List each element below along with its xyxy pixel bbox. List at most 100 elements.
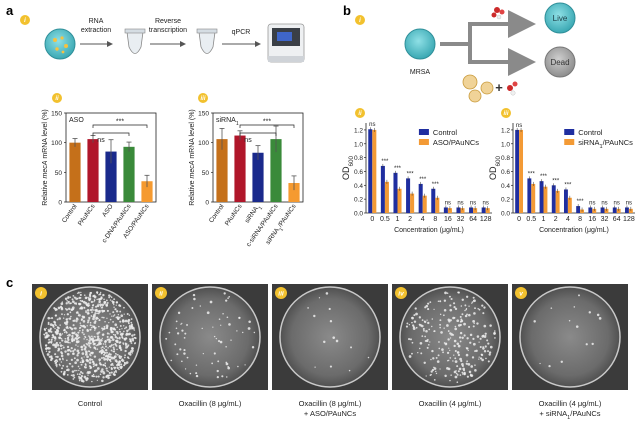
colony [67,297,69,299]
legend-swatch [418,129,429,135]
bar [87,139,99,202]
bar [69,142,81,202]
colony [45,344,47,347]
colony [195,372,198,375]
colony [108,358,111,362]
colony [450,297,453,301]
colony [128,357,130,360]
x-tick-label: 128 [623,216,635,223]
colony [113,314,116,316]
bar-control [418,183,423,213]
colony [108,371,111,375]
colony [482,347,485,350]
colony [127,320,130,323]
colony [98,362,102,365]
colony [110,328,113,331]
colony [116,317,120,320]
colony [130,321,133,324]
colony [227,297,229,299]
colony [65,330,67,333]
colony [85,310,87,312]
colony [405,325,409,328]
colony [43,328,46,331]
colony [444,342,448,346]
colony-cluster [307,292,370,372]
colony [82,320,86,323]
colony [439,368,441,370]
colony [439,319,442,322]
colony [455,372,458,375]
colony [65,320,69,323]
colony [425,375,427,377]
colony [59,341,61,344]
colony [244,364,246,366]
colony [122,343,125,345]
colony [77,302,81,305]
colony [413,314,416,317]
colony [82,316,84,318]
colony [176,353,179,356]
colony [88,297,92,301]
colony [83,347,87,351]
colony [99,342,102,346]
colony [86,377,89,380]
x-tick-label: 4 [421,216,425,223]
colony [472,337,475,341]
colony [212,326,214,328]
colony [54,331,57,333]
colony [100,353,103,355]
colony [215,337,218,340]
colony [95,344,97,347]
bar-control [612,207,617,213]
colony [83,294,86,296]
colony [81,359,84,362]
colony [101,368,104,371]
colony [85,351,88,354]
colony [87,319,90,322]
sig-label: ns [470,200,476,206]
colony [107,370,109,373]
colony [116,348,118,351]
tube-icon-2 [196,28,218,54]
marker-b-iii-text: iii [503,111,508,117]
colony [74,369,76,372]
colony [83,333,85,336]
colony [116,331,119,333]
colony [98,309,101,312]
colony [91,340,95,344]
colony [62,364,65,367]
colony [439,300,442,303]
colony [85,343,87,345]
colony [177,311,181,315]
colony [550,307,553,309]
legend-label: Control [433,128,458,137]
colony [89,324,92,327]
colony [456,365,459,368]
colony [79,322,82,324]
petri-dish [279,286,381,388]
colony [102,343,105,345]
colony [123,327,126,330]
colony [120,332,122,334]
sig-label: ns [589,200,595,206]
colony [88,318,91,320]
colony [431,368,435,372]
colony [123,356,126,359]
colony [86,325,88,327]
colony [452,302,456,305]
colony [56,318,59,321]
plate-marker [275,287,287,299]
colony [112,300,115,304]
colony [72,324,75,327]
sig-label: *** [263,119,271,126]
colony [56,326,59,329]
colony [228,323,231,326]
bar-control [393,172,398,213]
colony [54,353,57,356]
colony [107,347,109,349]
colony [83,338,85,340]
colony [238,317,241,319]
colony [89,308,93,312]
colony [56,355,59,358]
colony [60,351,63,354]
